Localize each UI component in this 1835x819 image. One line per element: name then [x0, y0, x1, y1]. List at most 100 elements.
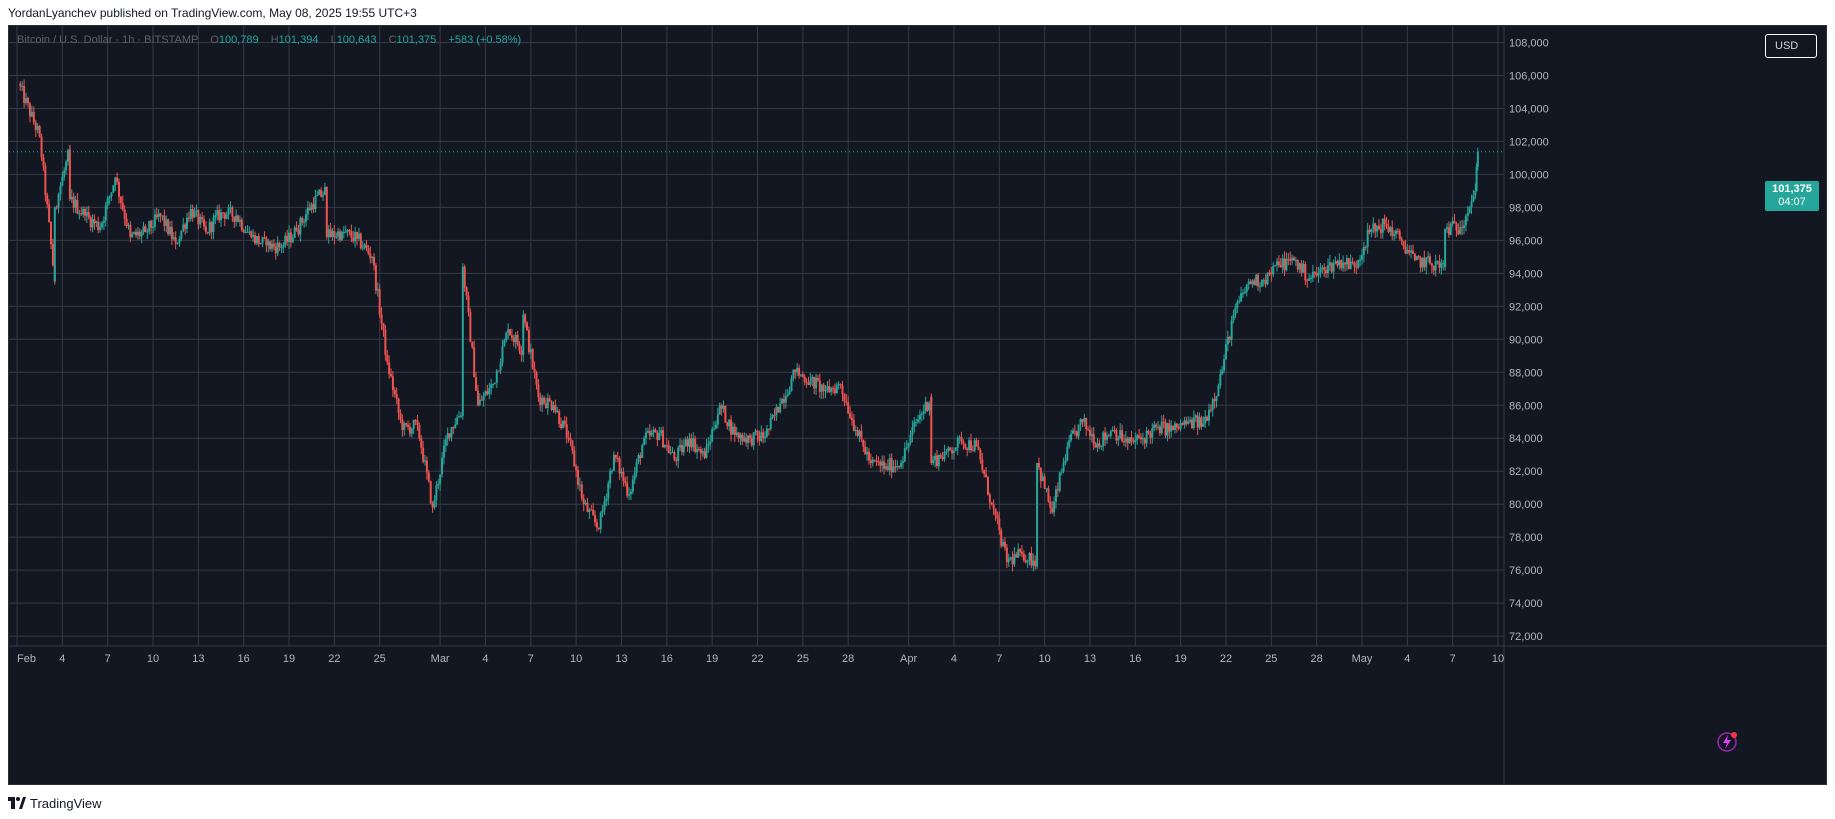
candle-body — [433, 500, 436, 508]
candle-body — [1241, 293, 1244, 295]
candle-body — [705, 445, 708, 459]
candle-body — [223, 213, 226, 219]
candle-body — [110, 192, 113, 197]
candle-body — [229, 207, 232, 209]
legend-open-value: 100,789 — [218, 34, 259, 46]
x-tick-label: May — [1352, 653, 1373, 665]
candle-body — [1028, 553, 1031, 561]
candle-body — [1181, 423, 1184, 425]
candle-body — [280, 246, 283, 248]
candle-body — [72, 196, 75, 208]
candle-body — [618, 458, 621, 474]
candle-body — [522, 334, 525, 351]
candle-body — [888, 458, 891, 471]
candle-body — [312, 204, 315, 210]
candle-body — [650, 432, 653, 436]
candle-body — [129, 224, 132, 238]
candle-body — [1130, 437, 1133, 442]
candle-body — [1277, 261, 1280, 266]
candle-body — [367, 248, 370, 254]
candle-body — [1039, 467, 1042, 482]
candle-body — [654, 429, 657, 433]
chart-area[interactable]: 72,000 74,000 76,000 78,000 80,000 82,000 84,0… — [8, 25, 1827, 785]
candle-body — [40, 136, 43, 158]
candle-body — [601, 510, 604, 513]
tradingview-logo-icon — [8, 797, 26, 809]
candle-body — [19, 83, 22, 87]
candle-body — [189, 209, 192, 220]
candle-body — [1058, 472, 1061, 491]
candle-body — [1332, 263, 1335, 272]
candle-body — [854, 429, 857, 431]
candle-body — [231, 207, 234, 217]
candle-body — [44, 165, 47, 195]
candle-body — [911, 427, 914, 435]
candle-body — [849, 413, 852, 418]
candle-body — [869, 460, 872, 463]
candle-body — [1213, 399, 1216, 402]
tradingview-footer[interactable]: TradingView — [8, 794, 102, 812]
candle-body — [216, 210, 219, 216]
candle-body — [1298, 263, 1301, 270]
candle-body — [900, 462, 903, 467]
candle-body — [1419, 257, 1422, 268]
candle-body — [136, 231, 139, 236]
candle-body — [924, 401, 927, 412]
candle-body — [1153, 424, 1156, 429]
candle-body — [1224, 344, 1227, 360]
candle-body — [1253, 280, 1256, 286]
candle-body — [832, 387, 835, 389]
candle-body — [1432, 265, 1435, 271]
candle-body — [646, 430, 649, 433]
y-tick-label: 106,000 — [1509, 70, 1549, 82]
candle-body — [524, 314, 527, 323]
candle-body — [220, 212, 223, 221]
candle-body — [461, 342, 464, 409]
candle-body — [1285, 258, 1288, 271]
price-chart[interactable]: 72,000 74,000 76,000 78,000 80,000 82,000 84,0… — [9, 26, 1827, 785]
x-tick-label: 4 — [482, 653, 488, 665]
candle-body — [1102, 432, 1105, 447]
candle-body — [248, 231, 251, 233]
candle-body — [1436, 261, 1439, 263]
candle-body — [850, 417, 853, 421]
candle-body — [960, 437, 963, 442]
candle-body — [905, 447, 908, 449]
candle-body — [74, 199, 77, 208]
candle-body — [454, 424, 457, 429]
candle-body — [845, 401, 848, 403]
grid-lines — [9, 26, 1504, 646]
candle-body — [767, 428, 770, 430]
x-tick-label: 16 — [1129, 653, 1141, 665]
candle-body — [718, 405, 721, 415]
candle-body — [359, 233, 362, 249]
candle-body — [852, 420, 855, 431]
candle-body — [50, 222, 53, 244]
candle-body — [157, 213, 160, 218]
candle-body — [1109, 431, 1112, 437]
candle-body — [818, 380, 821, 392]
candle-body — [586, 502, 589, 512]
x-tick-label: 10 — [1492, 653, 1504, 665]
currency-button[interactable]: USD — [1765, 34, 1817, 58]
candle-body — [1475, 166, 1478, 191]
candle-body — [1228, 336, 1231, 340]
candle-body — [633, 472, 636, 480]
candle-body — [325, 189, 328, 221]
candle-body — [1128, 437, 1131, 444]
candle-body — [1376, 225, 1379, 232]
x-tick-label: 4 — [1404, 653, 1410, 665]
candle-body — [975, 440, 978, 447]
candle-body — [1087, 429, 1090, 431]
lightning-bolt-icon[interactable] — [1716, 731, 1738, 753]
candle-body — [140, 232, 143, 237]
candle-body — [1334, 261, 1337, 264]
candle-body — [1260, 279, 1263, 287]
candle-body — [741, 434, 744, 442]
candle-body — [1247, 281, 1250, 285]
y-tick-label: 98,000 — [1509, 202, 1543, 214]
candle-body — [352, 237, 355, 242]
candle-body — [790, 377, 793, 392]
candle-body — [896, 465, 899, 468]
x-tick-label: 10 — [147, 653, 159, 665]
